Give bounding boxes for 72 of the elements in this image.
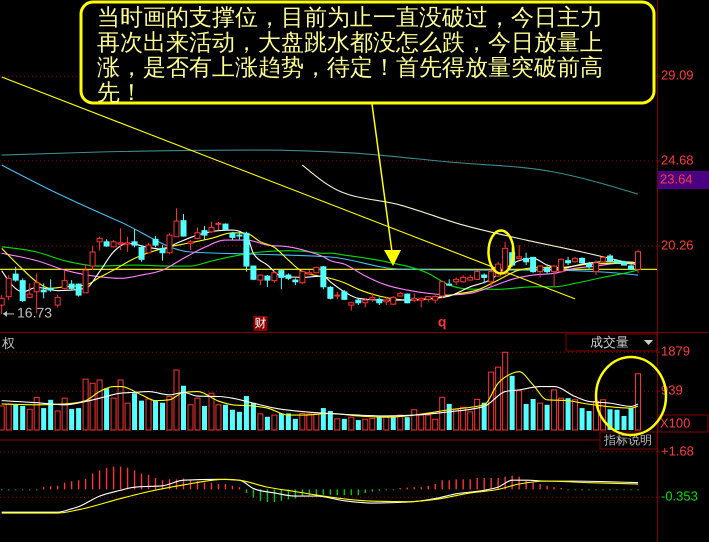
- y-tick-label: +1.68: [661, 443, 694, 458]
- bar: [446, 404, 452, 430]
- bar: [230, 410, 235, 430]
- bar: [334, 418, 340, 430]
- bar: [41, 408, 46, 430]
- bar: [160, 402, 166, 430]
- bar: [292, 418, 298, 430]
- annotation: 当时画的支撑位，目前为止一直没破过，今日主力再次出来活动，大盘跳水都没怎么跌，今日放量上涨，是否有上涨趋势，待定！首先得放量突破前高先！: [97, 4, 603, 105]
- line-series: [1, 371, 639, 418]
- bar: [104, 388, 110, 430]
- bar: [530, 398, 536, 430]
- bar: [13, 404, 18, 430]
- bar: [202, 406, 207, 430]
- y-tick-label: 20.26: [661, 237, 694, 252]
- bar: [342, 418, 347, 430]
- y-tick-label: 24.68: [661, 152, 694, 168]
- bar: [278, 413, 284, 430]
- bar: [257, 413, 264, 430]
- bar: [153, 400, 158, 430]
- bar: [146, 398, 152, 430]
- bar: [516, 390, 522, 430]
- bar: [222, 404, 228, 430]
- bar: [544, 404, 550, 430]
- bar: [572, 399, 578, 430]
- bar: [524, 404, 529, 430]
- line-series: [1, 164, 639, 276]
- annotation: 成交量: [590, 334, 629, 350]
- candlestick: [271, 270, 278, 284]
- bar: [635, 373, 641, 430]
- text: X100: [660, 415, 690, 430]
- bar: [510, 376, 515, 430]
- annotation: 16.73: [17, 304, 52, 321]
- bar: [250, 403, 256, 430]
- bar: [181, 386, 186, 430]
- bar: [320, 408, 326, 430]
- bar: [537, 402, 544, 430]
- bar: [132, 393, 138, 430]
- bar: [76, 408, 82, 430]
- bar: [286, 413, 291, 430]
- bar: [69, 408, 74, 430]
- candlestick: [0, 294, 5, 314]
- bar: [622, 416, 627, 430]
- line-series: [1, 386, 639, 416]
- annotation: q: [438, 314, 446, 330]
- line-series: [1, 150, 639, 195]
- bar: [383, 416, 390, 430]
- bar: [20, 406, 26, 430]
- bar: [236, 412, 242, 430]
- bar: [48, 400, 54, 430]
- bar: [397, 414, 404, 430]
- bar: [376, 416, 382, 430]
- bar: [628, 408, 634, 430]
- bar: [390, 417, 396, 430]
- bar: [404, 417, 410, 430]
- y-tick-label: 1879: [661, 344, 690, 359]
- bar: [566, 398, 571, 430]
- annotation: 财: [254, 316, 266, 330]
- bar: [139, 400, 144, 430]
- bar: [264, 416, 270, 430]
- bar: [356, 420, 361, 430]
- bar: [614, 410, 620, 430]
- bar: [482, 402, 487, 430]
- bar: [586, 410, 592, 430]
- annotation: 权: [1, 335, 15, 350]
- bar: [328, 410, 333, 430]
- bar: [271, 414, 278, 430]
- y-tick-label: -0.353: [661, 488, 698, 504]
- bar: [348, 416, 354, 430]
- bar: [244, 396, 249, 430]
- bar: [580, 408, 585, 430]
- text: 23.64: [660, 171, 693, 186]
- y-tick-label: 29.09: [661, 68, 694, 83]
